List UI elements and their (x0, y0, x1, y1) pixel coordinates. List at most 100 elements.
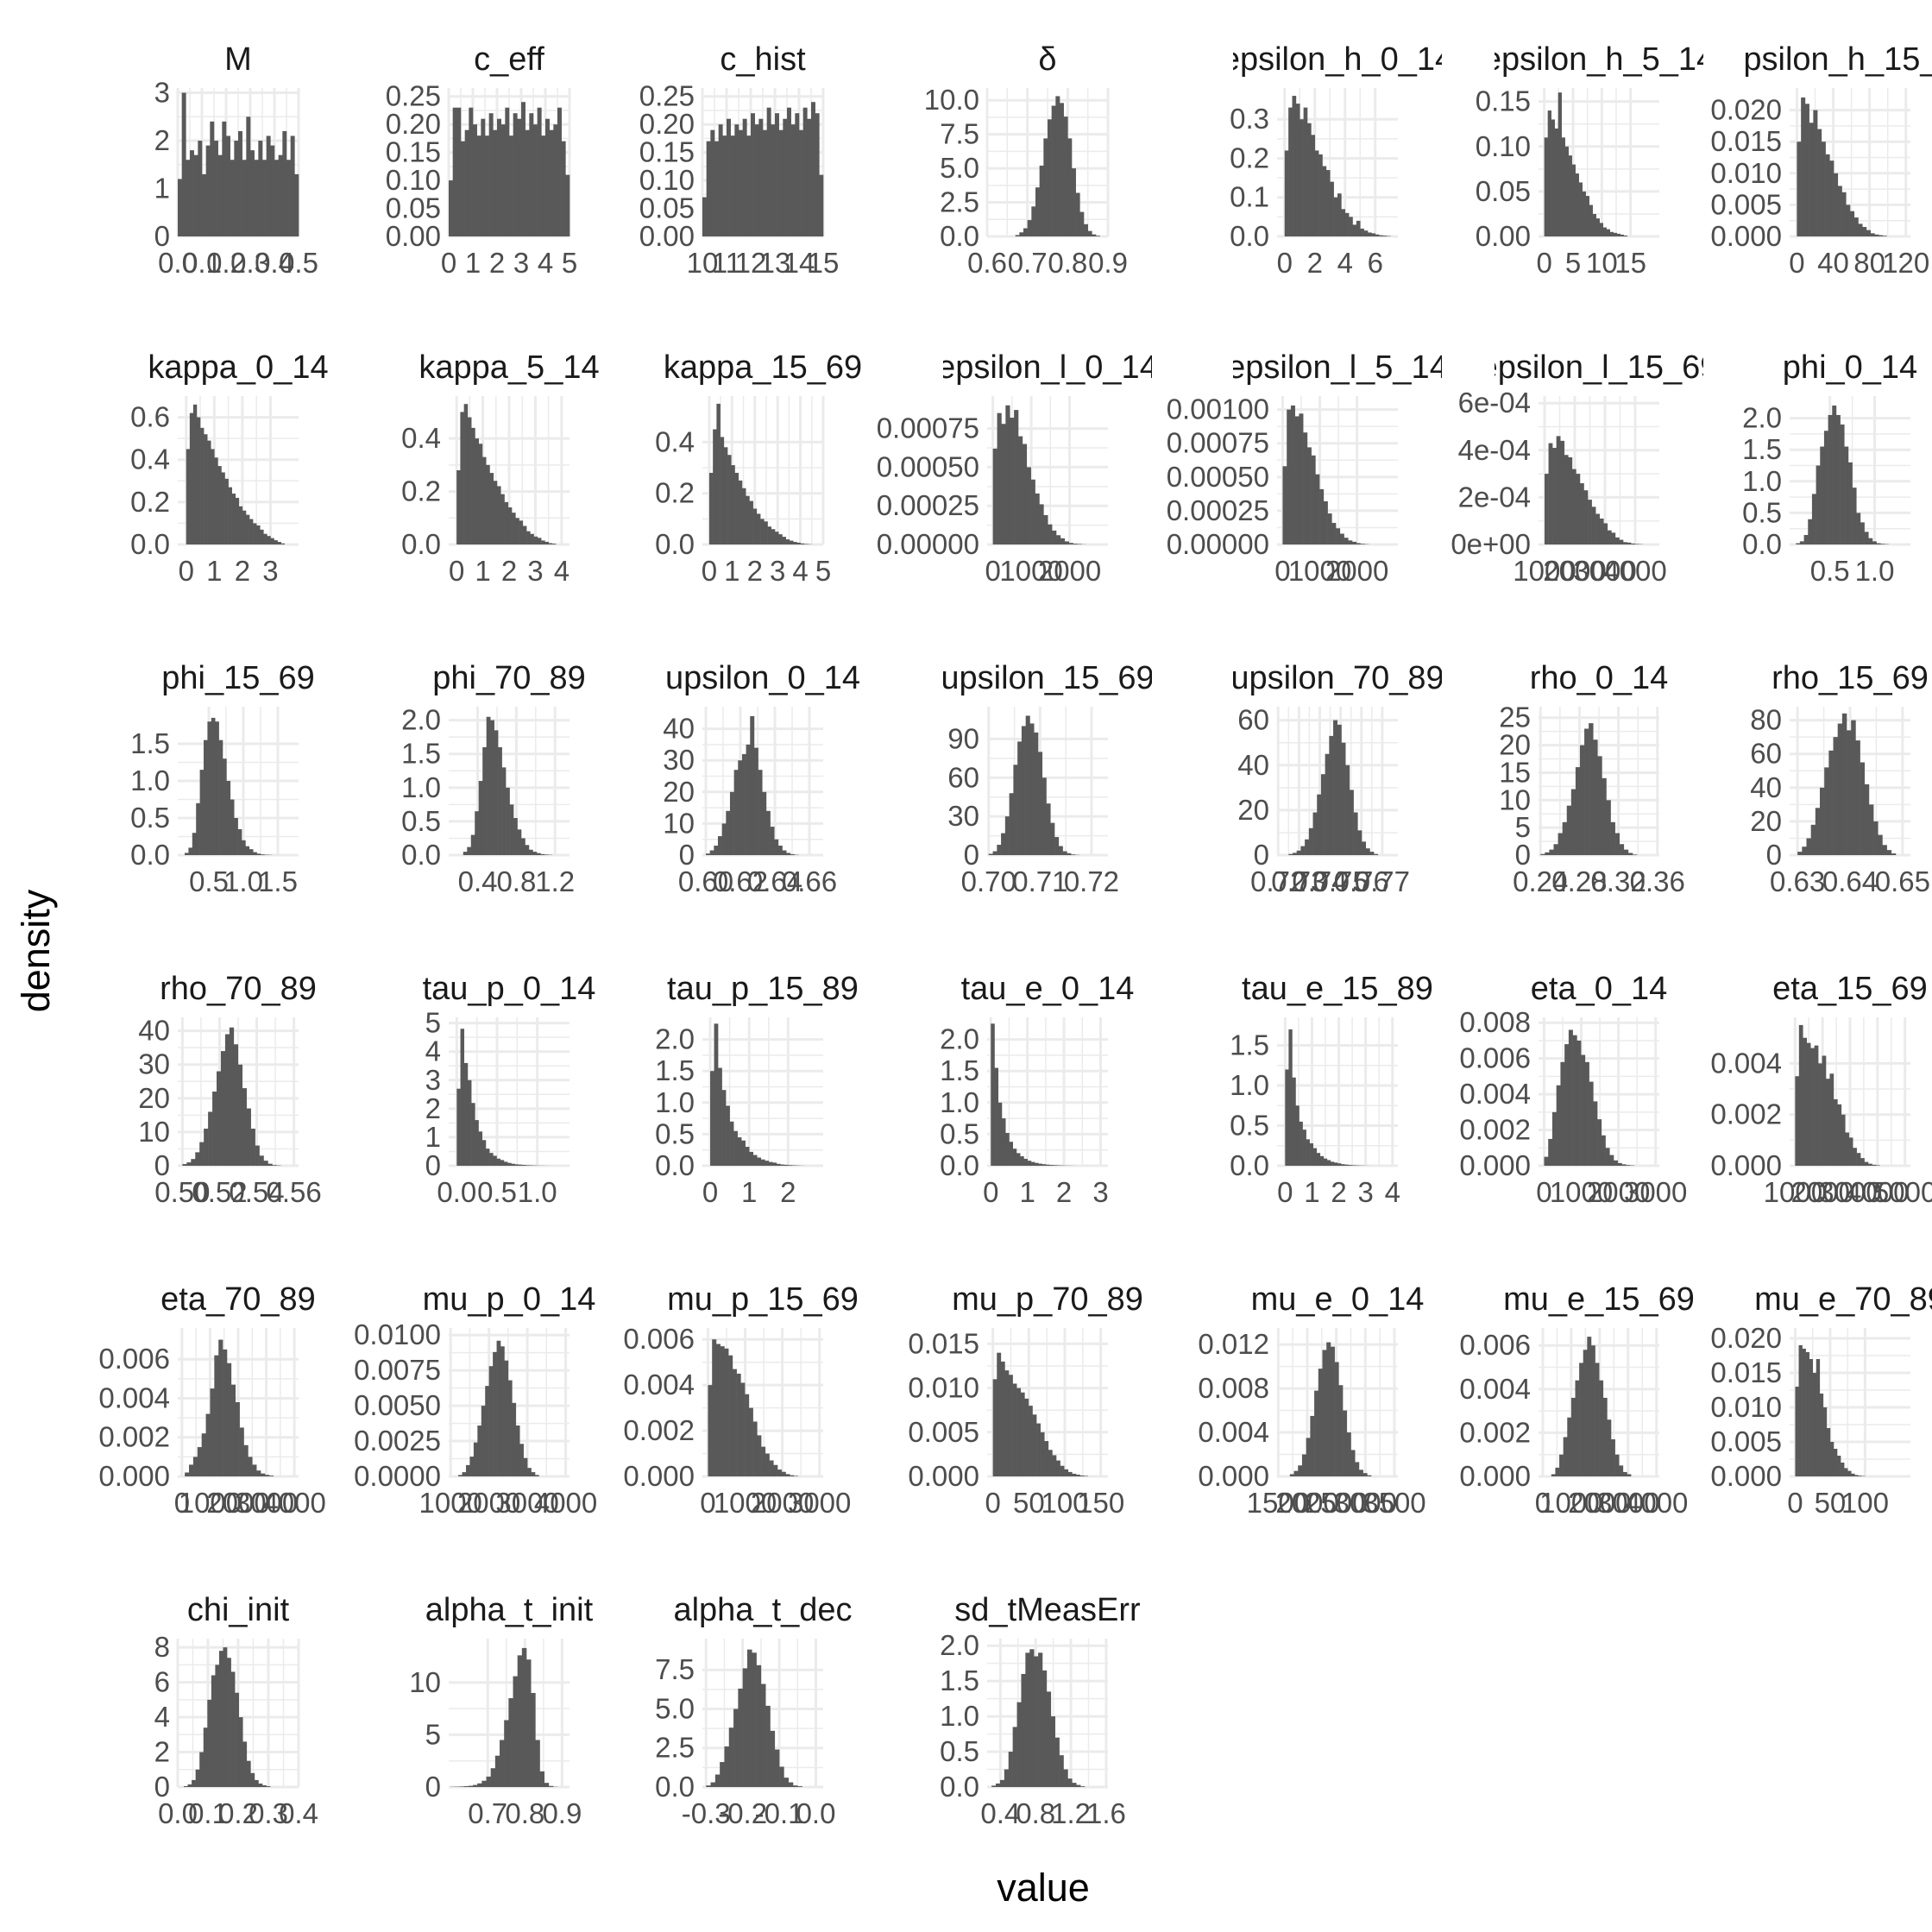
x-tick-label: 6 (1368, 247, 1383, 279)
histogram-bar (720, 1346, 725, 1476)
histogram-bar (1564, 146, 1569, 236)
y-tick-label: 0.2 (655, 477, 695, 509)
histogram-bar (1040, 1432, 1045, 1476)
histogram-bar (793, 1785, 798, 1787)
y-tick-label: 0.0050 (354, 1389, 441, 1421)
histogram-bar (1803, 535, 1809, 544)
histogram-bar (1295, 1105, 1300, 1166)
y-tick-label: 0.00025 (877, 489, 979, 521)
y-tick-label: 0 (425, 1771, 441, 1803)
x-tick-label: 3 (527, 555, 543, 587)
histogram-bars (458, 1340, 539, 1476)
histogram-bar (1334, 1362, 1339, 1476)
x-tick-label: 3000 (788, 1487, 851, 1519)
histogram-bar (1607, 1419, 1612, 1476)
histogram-bars (1284, 96, 1391, 237)
x-tick-label: 4 (1385, 1176, 1400, 1208)
histogram-bar (726, 810, 731, 855)
histogram-bar (527, 1468, 532, 1476)
x-tick-label: 0 (179, 555, 194, 587)
y-tick-label: 0.000 (1710, 220, 1782, 252)
histogram-bar (260, 529, 264, 544)
histogram-bar (710, 1071, 714, 1166)
histogram-bar (819, 174, 824, 236)
histogram-bar (1595, 218, 1600, 236)
histogram-bar (733, 770, 739, 855)
histogram-bar (796, 542, 801, 544)
histogram-bar (1601, 1135, 1606, 1166)
x-tick-label: 1000 (179, 1487, 242, 1519)
histogram-bar (215, 1665, 220, 1787)
histogram-bar (277, 542, 281, 544)
histogram-bar (475, 811, 480, 855)
histogram-bar (1067, 853, 1072, 855)
x-tick-label: 3500 (1362, 1487, 1425, 1519)
histogram-bar (469, 107, 474, 236)
facet-panel: mu_p_15_69 0.000 0.002 0.004 0.006 0100020003… (623, 1281, 859, 1519)
histogram-bar (242, 510, 247, 544)
histogram-bar (544, 541, 549, 544)
histogram-bar (469, 1457, 475, 1476)
histogram-bar (1832, 405, 1837, 544)
histogram-bar (512, 1402, 517, 1476)
histogram-bar (1837, 186, 1842, 236)
histogram-bar (991, 1023, 995, 1166)
histogram-bar (541, 135, 546, 236)
x-tick-label: 0.0 (158, 247, 198, 279)
histogram-bar (1044, 1441, 1049, 1476)
histogram-bar (1801, 97, 1806, 236)
x-tick-label: 3000 (1818, 1176, 1881, 1208)
histogram-bar (537, 538, 542, 544)
histogram-bar (503, 1161, 508, 1166)
y-tick-label: 80 (1750, 704, 1782, 736)
histogram-bar (1544, 137, 1548, 236)
histogram-bar (1076, 1784, 1081, 1787)
y-tick-label: 10 (138, 1116, 170, 1148)
histogram-bar (561, 141, 566, 236)
histogram-bar (1312, 1148, 1318, 1166)
x-tick-label: 15 (808, 247, 840, 279)
histogram-bar (544, 1783, 550, 1787)
histogram-bar (1614, 1454, 1620, 1476)
histogram-bar (1000, 1361, 1005, 1476)
x-tick-label: 0.2 (206, 247, 246, 279)
y-tick-label: 1 (425, 1121, 441, 1153)
histogram-bar (1001, 833, 1006, 855)
histogram-bar (1339, 533, 1344, 544)
histogram-bar (256, 853, 261, 855)
x-tick-label: 4 (538, 247, 553, 279)
histogram-bar (1540, 853, 1545, 855)
histogram-bars (1544, 92, 1627, 236)
histogram-bar (466, 1464, 470, 1476)
histogram-bar (1602, 777, 1607, 855)
histogram-bar (493, 1155, 497, 1166)
histogram-bar (757, 1435, 762, 1476)
x-tick-label: 2000 (206, 1487, 269, 1519)
x-tick-label: 0.7 (468, 1797, 507, 1829)
x-tick-label: 4000 (1625, 1487, 1688, 1519)
x-tick-label: 1 (724, 555, 739, 587)
histogram-bar (1609, 1155, 1614, 1166)
histogram-bar (211, 717, 216, 855)
histogram-bars (184, 1647, 271, 1787)
histogram-bar (1593, 739, 1598, 855)
histogram-bar (1311, 455, 1316, 544)
y-tick-label: 1.0 (655, 1086, 695, 1118)
histogram-bar (724, 1746, 730, 1787)
histogram-bar (181, 92, 186, 236)
y-tick-label: 7.5 (940, 118, 979, 150)
histogram-bar (702, 197, 707, 236)
y-tick-label: 5 (425, 1718, 441, 1750)
facet-title: epsilon_h_0_14 (1222, 41, 1453, 78)
y-tick-label: 2.5 (940, 186, 979, 218)
histogram-bar (1346, 1432, 1351, 1476)
histogram-bar (738, 760, 743, 855)
histogram-bar (235, 497, 240, 544)
histogram-bar (215, 721, 219, 855)
histogram-bar (1551, 1474, 1556, 1476)
histogram-bar (1295, 104, 1300, 237)
y-tick-label: 0.010 (908, 1372, 979, 1404)
histogram-bar (253, 852, 257, 855)
histogram-bar (1829, 160, 1834, 236)
histogram-bar (758, 770, 763, 855)
